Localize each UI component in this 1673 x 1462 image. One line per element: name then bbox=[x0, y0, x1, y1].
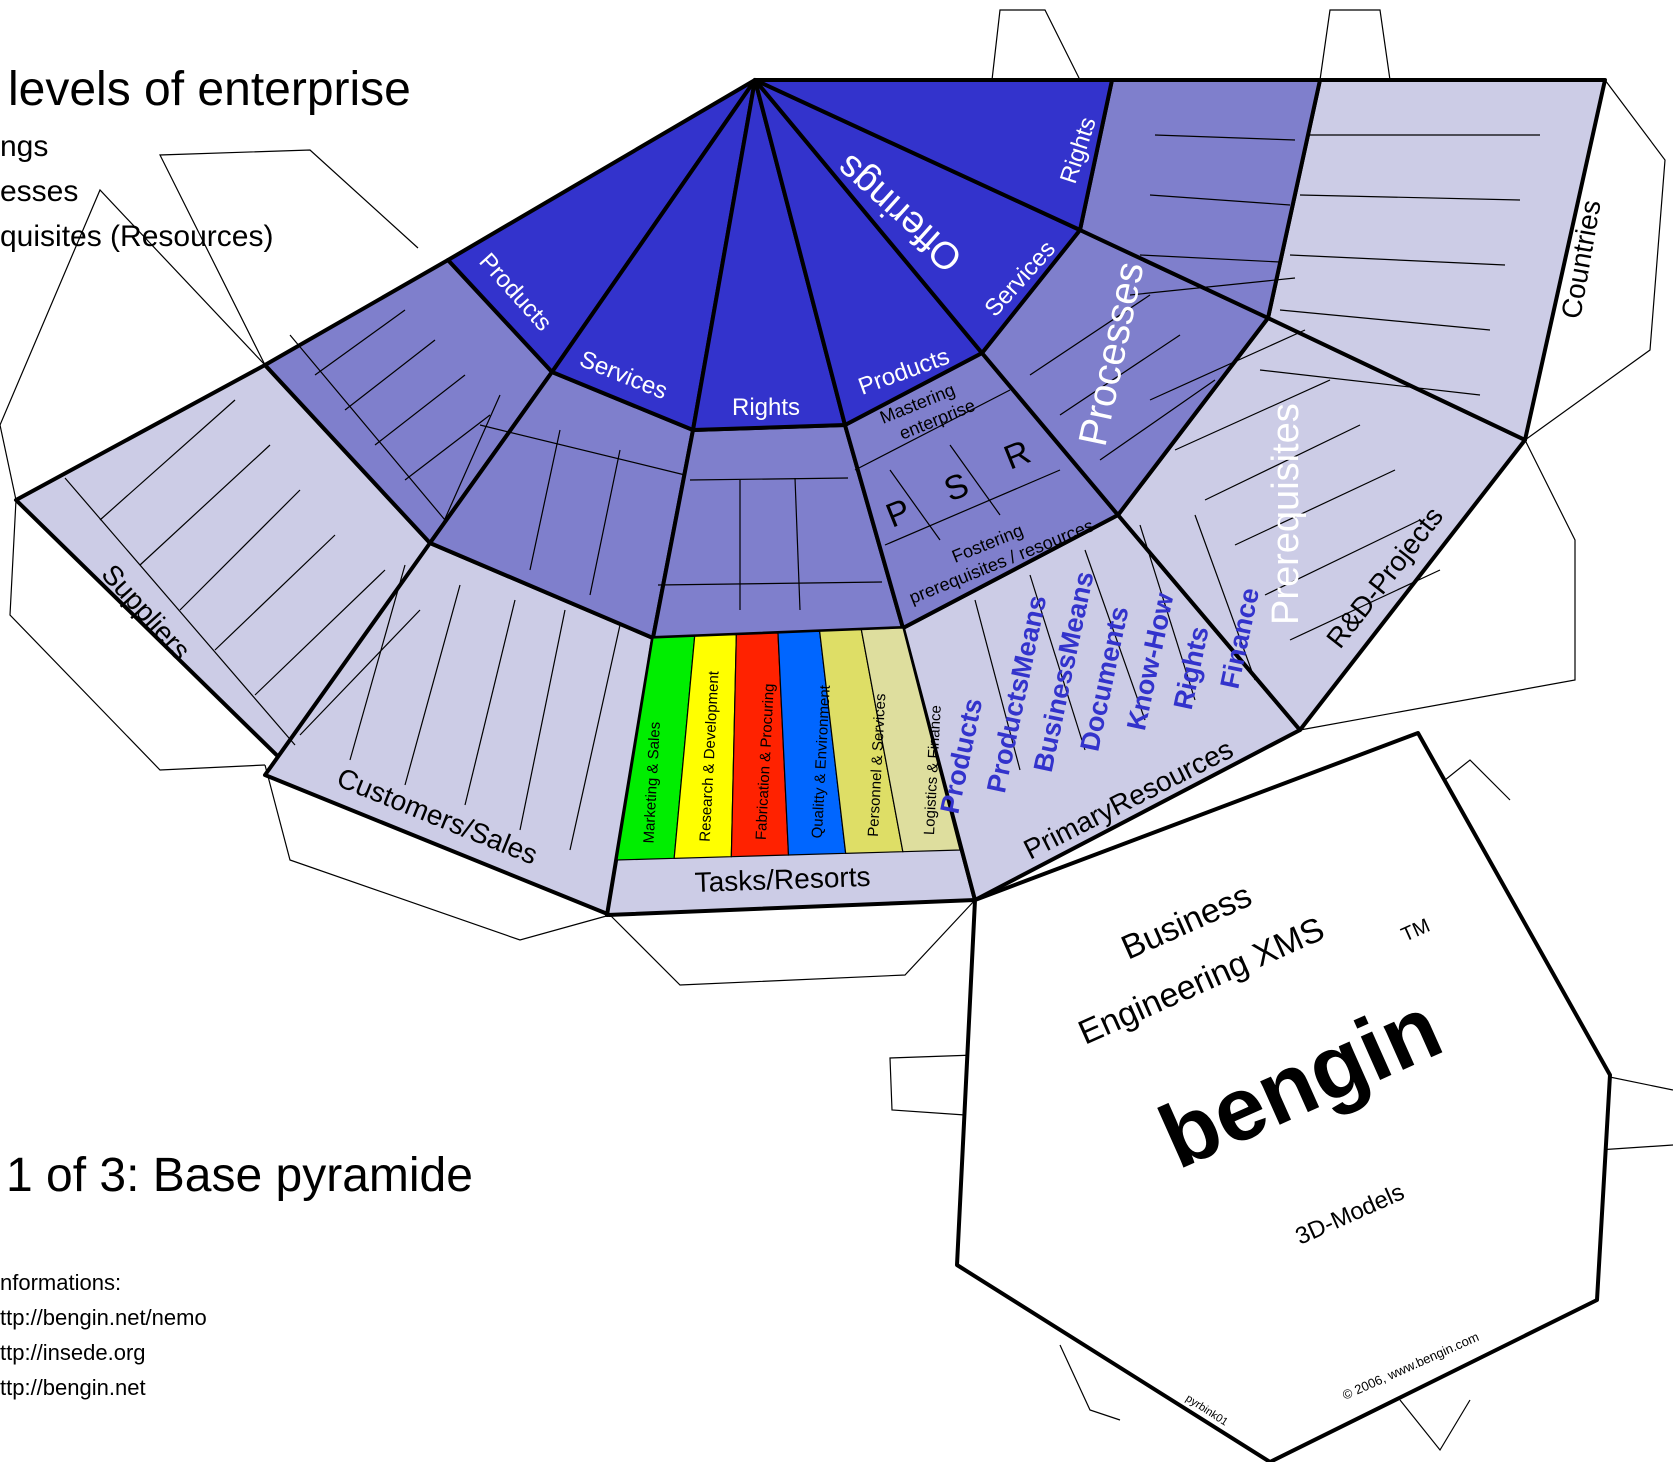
heading-title: levels of enterprise bbox=[8, 63, 411, 116]
glue-tabs bbox=[0, 9, 1673, 1452]
off-6 bbox=[753, 78, 1114, 232]
center-block bbox=[854, 389, 1061, 546]
heading-item-2: esses bbox=[0, 175, 79, 208]
info-label: nformations: bbox=[0, 1270, 122, 1295]
info-link-1[interactable]: ttp://bengin.net/nemo bbox=[0, 1305, 207, 1330]
task-stripe bbox=[860, 627, 961, 853]
hexagon-face bbox=[955, 731, 1612, 1462]
heading-item-3: quisites (Resources) bbox=[0, 220, 274, 253]
info-link-2[interactable]: ttp://insede.org bbox=[0, 1340, 146, 1365]
task-stripes bbox=[616, 627, 961, 861]
info-link-3[interactable]: ttp://bengin.net bbox=[0, 1375, 146, 1400]
part-label: 1 of 3: Base pyramide bbox=[6, 1149, 473, 1202]
prerequisites-label: Prerequisites bbox=[1265, 403, 1307, 625]
task-label: Marketing & Sales bbox=[641, 721, 664, 843]
off-label-rights-1: Rights bbox=[732, 394, 800, 421]
task-label: Logistics & Finance bbox=[921, 705, 945, 836]
grid-lines bbox=[64, 134, 1540, 851]
task-labels: Marketing & Sales Research & Development F… bbox=[641, 670, 945, 844]
middle-band bbox=[263, 78, 1322, 640]
label-tasks: Tasks/Resorts bbox=[694, 861, 871, 898]
inner-band bbox=[446, 78, 1114, 432]
heading-item-1: ngs bbox=[0, 130, 49, 163]
